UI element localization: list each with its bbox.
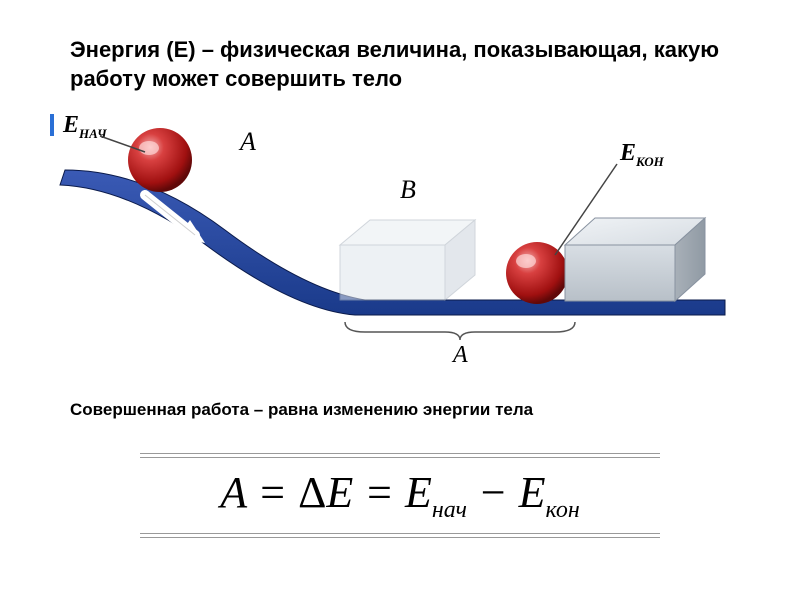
displacement-brace xyxy=(345,322,575,340)
energy-diagram: ЕНАЧ A B ЕКОН A xyxy=(45,100,745,380)
ball-final xyxy=(506,242,568,304)
work-energy-formula: A = ΔE = Eнач − Eкон xyxy=(140,450,660,541)
block-ghost xyxy=(340,220,475,300)
label-b: B xyxy=(400,175,416,204)
block-final xyxy=(565,218,705,301)
ball-initial xyxy=(128,128,192,192)
page-title: Энергия (Е) – физическая величина, показ… xyxy=(70,36,750,93)
label-a-top: A xyxy=(238,127,256,156)
subtitle-text: Совершенная работа – равна изменению эне… xyxy=(70,400,533,420)
label-e-kon: ЕКОН xyxy=(619,140,665,169)
label-a-bottom: A xyxy=(451,342,468,368)
